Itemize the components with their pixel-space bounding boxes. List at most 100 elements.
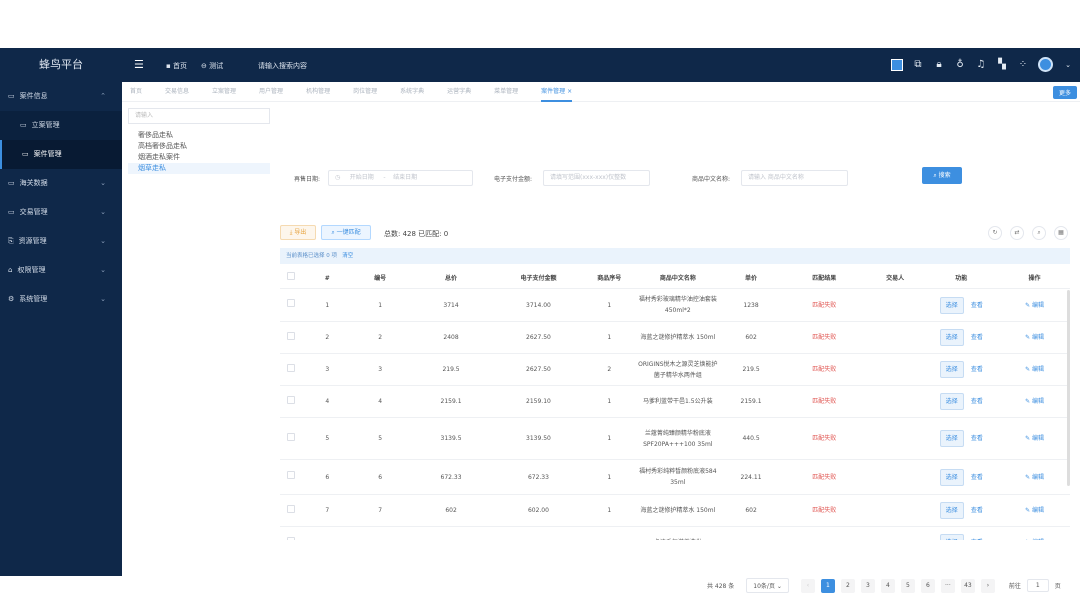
tab-item[interactable]: 首页 bbox=[130, 87, 143, 95]
column-settings-icon[interactable]: ▦ bbox=[1054, 226, 1068, 240]
export-button[interactable]: ⤓ 导出 bbox=[280, 225, 316, 240]
edit-link[interactable]: ✎ 编辑 bbox=[999, 472, 1070, 483]
chevron-down-icon[interactable]: ⌄ bbox=[1065, 60, 1071, 69]
global-search[interactable]: 请输入搜索内容 bbox=[258, 62, 307, 70]
page-button[interactable]: 43 bbox=[960, 578, 975, 593]
sidebar-item-system[interactable]: ⚙ 系统管理 ⌄ bbox=[0, 285, 122, 314]
view-link[interactable]: 查看 bbox=[970, 301, 983, 309]
tab-item[interactable]: 菜单管理 bbox=[494, 87, 519, 95]
row-checkbox[interactable] bbox=[280, 536, 303, 540]
row-checkbox[interactable] bbox=[280, 363, 303, 376]
row-checkbox[interactable] bbox=[280, 331, 303, 344]
tab-item[interactable]: 系统字典 bbox=[400, 87, 425, 95]
screen-icon[interactable] bbox=[891, 58, 903, 71]
shirt-icon[interactable]: ♁ bbox=[956, 59, 964, 70]
tab-item[interactable]: 用户管理 bbox=[259, 87, 284, 95]
refresh-icon[interactable]: ↻ bbox=[988, 226, 1002, 240]
edit-link[interactable]: ✎ 编辑 bbox=[999, 433, 1070, 444]
view-link[interactable]: 查看 bbox=[970, 398, 983, 405]
tree-search-input[interactable]: 请输入 bbox=[128, 108, 270, 124]
view-link[interactable]: 查看 bbox=[971, 539, 983, 540]
date-range-input[interactable]: ◷ 开始日期 - 结束日期 bbox=[328, 170, 473, 186]
edit-link[interactable]: ✎ 编辑 bbox=[999, 300, 1070, 311]
edit-icon: ✎ bbox=[1025, 334, 1031, 341]
select-button[interactable]: 选择 bbox=[939, 468, 964, 486]
tab-item[interactable]: 立案管理 bbox=[212, 87, 237, 95]
sidebar-item-customs[interactable]: ▭ 海关数据 ⌄ bbox=[0, 169, 122, 198]
close-tab-icon[interactable]: × bbox=[565, 87, 573, 95]
table-scrollbar[interactable] bbox=[1067, 290, 1070, 486]
menu-toggle-icon[interactable]: ☰ bbox=[134, 58, 144, 71]
edit-link[interactable]: ✎ 编辑 bbox=[999, 396, 1070, 407]
search-toggle-icon[interactable]: ⌕ bbox=[1032, 226, 1046, 240]
sidebar-item-permissions[interactable]: ⌂ 权限管理 ⌄ bbox=[0, 256, 122, 285]
product-name-input[interactable]: 请输入 商品中文名称 bbox=[741, 170, 848, 186]
bell-icon[interactable]: ♫ bbox=[976, 59, 986, 70]
next-page-button[interactable]: › bbox=[980, 578, 995, 593]
avatar[interactable] bbox=[1038, 57, 1053, 72]
page-button[interactable]: 5 bbox=[900, 578, 915, 593]
row-checkbox[interactable] bbox=[280, 395, 303, 408]
sidebar-item-trade[interactable]: ▭ 交易管理 ⌄ bbox=[0, 198, 122, 227]
page-size-select[interactable]: 10条/页 ⌄ bbox=[746, 578, 789, 593]
row-checkbox[interactable] bbox=[280, 299, 303, 311]
select-button[interactable]: 选择 bbox=[939, 296, 964, 314]
tree-item-selected[interactable]: 烟草走私 bbox=[128, 163, 270, 174]
tab-item[interactable]: 岗位管理 bbox=[353, 87, 378, 95]
search-button[interactable]: ⌕ 搜索 bbox=[922, 167, 962, 184]
translate-icon[interactable]: ▚ bbox=[998, 59, 1006, 70]
tab-item[interactable]: 运营字典 bbox=[447, 87, 472, 95]
edit-link[interactable]: ✎ 编辑 bbox=[999, 505, 1070, 516]
sidebar-item-filing[interactable]: ▭ 立案管理 bbox=[0, 111, 122, 140]
page-button[interactable]: ··· bbox=[940, 578, 955, 593]
page-button[interactable]: 1 bbox=[820, 578, 835, 593]
page-button[interactable]: 2 bbox=[840, 578, 855, 593]
table-cell: ORIGINS悦木之源灵芝焕能护菌子精华水两件组 bbox=[638, 360, 718, 379]
toggle-columns-icon[interactable]: ⇄ bbox=[1010, 226, 1024, 240]
select-button[interactable]: 选择 bbox=[939, 502, 964, 519]
screenshot-icon[interactable]: ⧉ bbox=[914, 59, 922, 70]
sidebar-item-resources[interactable]: ⎘ 资源管理 ⌄ bbox=[0, 227, 122, 256]
view-link[interactable]: 查看 bbox=[970, 473, 983, 481]
row-checkbox[interactable] bbox=[280, 432, 303, 445]
select-all-checkbox[interactable] bbox=[280, 272, 303, 284]
grid-icon[interactable]: ⁘ bbox=[1018, 59, 1028, 70]
tab-item[interactable]: 交易信息 bbox=[165, 87, 190, 95]
edit-link[interactable]: ✎ 编辑 bbox=[999, 332, 1070, 343]
table-row: 4 4 2159.1 2159.10 1 马爹利蓝带干邑1.5公升装 2159.1 匹配失败 选… bbox=[280, 386, 1070, 418]
goto-page-input[interactable]: 1 bbox=[1026, 579, 1049, 592]
page-button[interactable]: 3 bbox=[860, 578, 875, 593]
page-button[interactable]: 6 bbox=[920, 578, 935, 593]
more-tabs-button[interactable]: 更多 bbox=[1052, 86, 1077, 99]
tab-item[interactable]: 机构管理 bbox=[306, 87, 331, 95]
clear-selection-link[interactable]: 清空 bbox=[342, 253, 354, 259]
nav-home[interactable]: ▪ 首页 bbox=[166, 62, 187, 70]
auto-match-button[interactable]: ⌕ 一键匹配 bbox=[321, 225, 371, 240]
sidebar-item-case-info[interactable]: ▭ 案件信息 ⌃ bbox=[0, 82, 122, 111]
sidebar-item-case-management[interactable]: ▭ 案件管理 bbox=[0, 140, 122, 169]
amount-input[interactable]: 请填写范围(xxx-xxx)仅整数 bbox=[543, 170, 650, 186]
view-link[interactable]: 查看 bbox=[970, 435, 983, 442]
table-cell: 219.5 bbox=[442, 366, 460, 373]
tree-item[interactable]: 高档奢侈品走私 bbox=[138, 142, 187, 150]
nav-test[interactable]: ⊖ 测试 bbox=[201, 62, 224, 70]
tab-item[interactable]: 案件管理 × bbox=[541, 82, 573, 102]
select-button[interactable]: 选择 bbox=[939, 430, 964, 447]
view-link[interactable]: 查看 bbox=[970, 334, 983, 341]
tree-item[interactable]: 烟酒走私案件 bbox=[138, 153, 180, 161]
select-button[interactable]: 选择 bbox=[939, 329, 964, 346]
page-button[interactable]: 4 bbox=[880, 578, 895, 593]
select-button[interactable]: 选择 bbox=[939, 393, 964, 410]
view-link[interactable]: 查看 bbox=[970, 507, 983, 514]
edit-link[interactable]: ✎ 编辑 bbox=[999, 537, 1070, 540]
tree-item[interactable]: 奢侈品走私 bbox=[138, 131, 173, 139]
prev-page-button[interactable]: ‹ bbox=[800, 578, 815, 593]
select-button[interactable]: 选择 bbox=[939, 534, 964, 540]
select-button[interactable]: 选择 bbox=[939, 361, 964, 378]
edit-link[interactable]: ✎ 编辑 bbox=[999, 364, 1070, 375]
view-link[interactable]: 查看 bbox=[970, 366, 983, 373]
row-checkbox[interactable] bbox=[280, 504, 303, 517]
row-checkbox[interactable] bbox=[280, 471, 303, 483]
table-cell: 3714.00 bbox=[526, 301, 551, 309]
lock-icon[interactable]: 🔒︎ bbox=[936, 59, 942, 70]
